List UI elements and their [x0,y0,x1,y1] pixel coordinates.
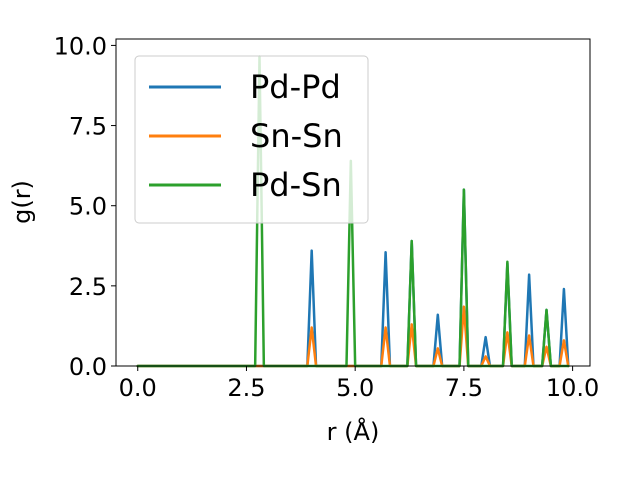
legend-label-sn-sn: Sn-Sn [250,117,343,155]
legend-label-pd-sn: Pd-Sn [250,166,342,204]
x-tick-label: 7.5 [445,374,483,402]
x-axis: 0.0 2.5 5.0 7.5 10.0 [119,366,599,402]
x-tick-label: 5.0 [336,374,374,402]
y-tick-label: 7.5 [69,113,107,141]
y-axis-label: g(r) [8,180,36,224]
x-tick-label: 0.0 [119,374,157,402]
legend-box [134,55,369,224]
y-tick-label: 10.0 [54,32,107,60]
x-axis-label: r (Å) [327,417,380,446]
y-axis: 0.0 2.5 5.0 7.5 10.0 [54,32,116,381]
plot-frame [115,38,591,367]
legend-label-pd-pd: Pd-Pd [250,68,341,106]
x-tick-label: 2.5 [227,374,265,402]
legend: Pd-Pd Sn-Sn Pd-Sn [134,55,369,224]
y-tick-label: 5.0 [69,193,107,221]
x-tick-label: 10.0 [546,374,599,402]
y-tick-label: 0.0 [69,353,107,381]
y-tick-label: 2.5 [69,273,107,301]
